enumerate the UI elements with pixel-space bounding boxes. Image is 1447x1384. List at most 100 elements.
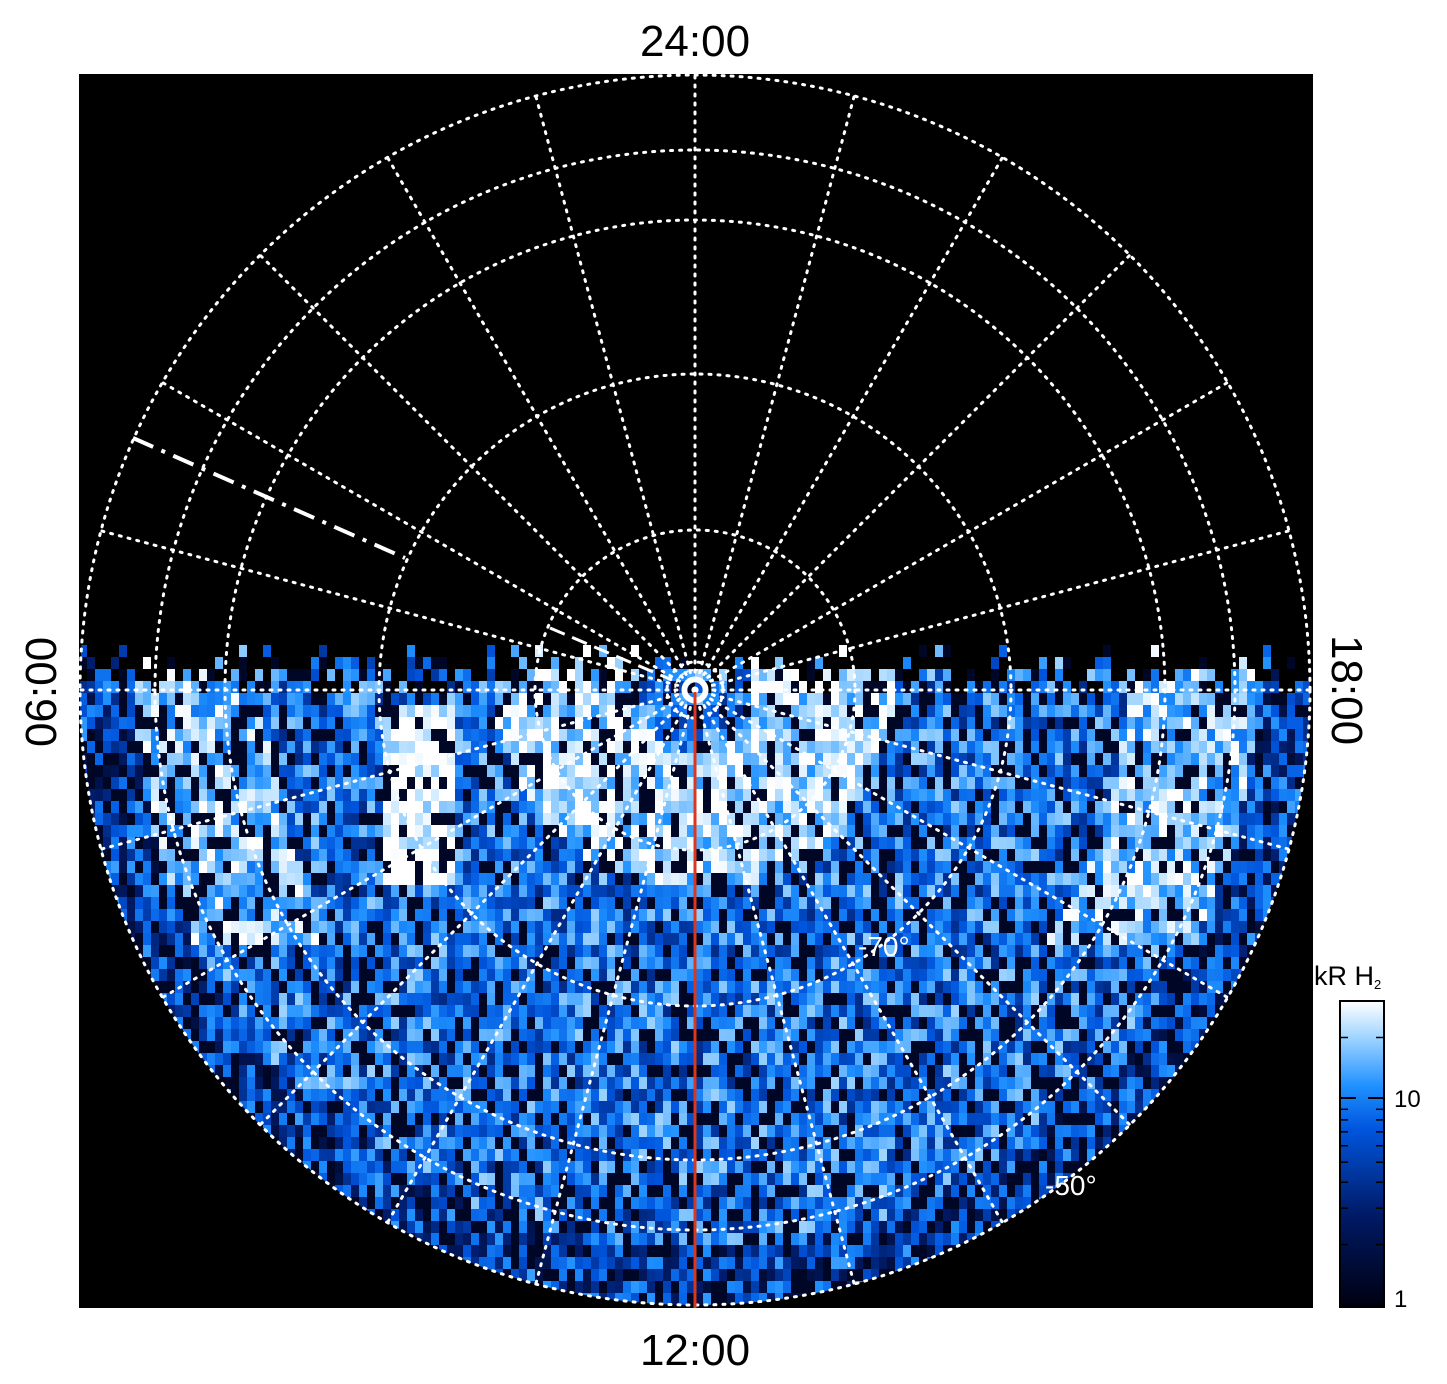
heatmap-cell — [167, 837, 175, 849]
heatmap-cell — [879, 933, 887, 945]
heatmap-cell — [791, 825, 799, 837]
heatmap-cell — [1151, 825, 1159, 837]
heatmap-cell — [423, 969, 431, 981]
heatmap-cell — [383, 669, 391, 681]
heatmap-cell — [407, 909, 415, 921]
heatmap-cell — [287, 705, 295, 717]
heatmap-cell — [1167, 741, 1175, 753]
heatmap-cell — [191, 1005, 199, 1017]
heatmap-cell — [1247, 741, 1255, 753]
heatmap-cell — [1151, 837, 1159, 849]
heatmap-cell — [631, 1053, 639, 1065]
heatmap-cell — [655, 861, 663, 873]
heatmap-cell — [327, 873, 335, 885]
heatmap-cell — [735, 813, 743, 825]
heatmap-cell — [623, 717, 631, 729]
heatmap-cell — [399, 813, 407, 825]
heatmap-cell — [767, 741, 775, 753]
heatmap-cell — [383, 741, 391, 753]
heatmap-cell — [791, 957, 799, 969]
heatmap-cell — [839, 729, 847, 741]
heatmap-cell — [479, 681, 487, 693]
heatmap-cell — [823, 729, 831, 741]
heatmap-cell — [111, 657, 119, 669]
heatmap-cell — [1271, 753, 1279, 765]
heatmap-cell — [471, 777, 479, 789]
heatmap-cell — [367, 1017, 375, 1029]
heatmap-cell — [647, 921, 655, 933]
heatmap-cell — [503, 705, 511, 717]
heatmap-cell — [895, 717, 903, 729]
heatmap-cell — [455, 681, 463, 693]
heatmap-cell — [855, 981, 863, 993]
heatmap-cell — [415, 921, 423, 933]
heatmap-cell — [215, 813, 223, 825]
heatmap-cell — [231, 681, 239, 693]
heatmap-cell — [703, 1065, 711, 1077]
heatmap-cell — [191, 729, 199, 741]
heatmap-cell — [519, 1041, 527, 1053]
heatmap-cell — [991, 681, 999, 693]
heatmap-cell — [943, 669, 951, 681]
heatmap-cell — [1127, 933, 1135, 945]
heatmap-cell — [431, 669, 439, 681]
heatmap-cell — [519, 837, 527, 849]
heatmap-cell — [1295, 753, 1303, 765]
heatmap-cell — [767, 681, 775, 693]
heatmap-cell — [799, 717, 807, 729]
heatmap-cell — [1039, 909, 1047, 921]
heatmap-cell — [319, 1077, 327, 1089]
heatmap-cell — [791, 873, 799, 885]
heatmap-cell — [215, 909, 223, 921]
heatmap-cell — [759, 909, 767, 921]
heatmap-cell — [751, 717, 759, 729]
heatmap-cell — [503, 825, 511, 837]
heatmap-cell — [1007, 753, 1015, 765]
heatmap-cell — [575, 909, 583, 921]
heatmap-cell — [215, 705, 223, 717]
heatmap-cell — [1007, 717, 1015, 729]
heatmap-cell — [119, 897, 127, 909]
heatmap-cell — [359, 1077, 367, 1089]
heatmap-cell — [439, 1029, 447, 1041]
heatmap-cell — [1263, 777, 1271, 789]
heatmap-cell — [1223, 813, 1231, 825]
heatmap-cell — [863, 993, 871, 1005]
heatmap-cell — [1167, 777, 1175, 789]
heatmap-cell — [1031, 993, 1039, 1005]
heatmap-cell — [695, 729, 703, 741]
heatmap-cell — [1263, 909, 1271, 921]
heatmap-cell — [647, 753, 655, 765]
heatmap-cell — [143, 873, 151, 885]
heatmap-cell — [463, 729, 471, 741]
heatmap-cell — [439, 945, 447, 957]
heatmap-cell — [159, 765, 167, 777]
heatmap-cell — [927, 1053, 935, 1065]
heatmap-cell — [647, 717, 655, 729]
heatmap-cell — [1191, 789, 1199, 801]
heatmap-cell — [1239, 897, 1247, 909]
heatmap-cell — [167, 897, 175, 909]
heatmap-cell — [343, 921, 351, 933]
heatmap-cell — [463, 1053, 471, 1065]
heatmap-cell — [735, 1077, 743, 1089]
heatmap-cell — [791, 765, 799, 777]
heatmap-cell — [1191, 873, 1199, 885]
heatmap-cell — [279, 693, 287, 705]
heatmap-cell — [679, 849, 687, 861]
heatmap-cell — [1047, 969, 1055, 981]
heatmap-cell — [759, 717, 767, 729]
heatmap-cell — [1247, 849, 1255, 861]
heatmap-cell — [383, 789, 391, 801]
heatmap-cell — [319, 825, 327, 837]
heatmap-cell — [343, 801, 351, 813]
heatmap-cell — [471, 705, 479, 717]
heatmap-cell — [1015, 813, 1023, 825]
heatmap-cell — [1103, 861, 1111, 873]
heatmap-cell — [999, 837, 1007, 849]
heatmap-cell — [1207, 849, 1215, 861]
heatmap-cell — [607, 1029, 615, 1041]
heatmap-cell — [647, 969, 655, 981]
heatmap-cell — [1023, 1077, 1031, 1089]
heatmap-cell — [799, 1005, 807, 1017]
